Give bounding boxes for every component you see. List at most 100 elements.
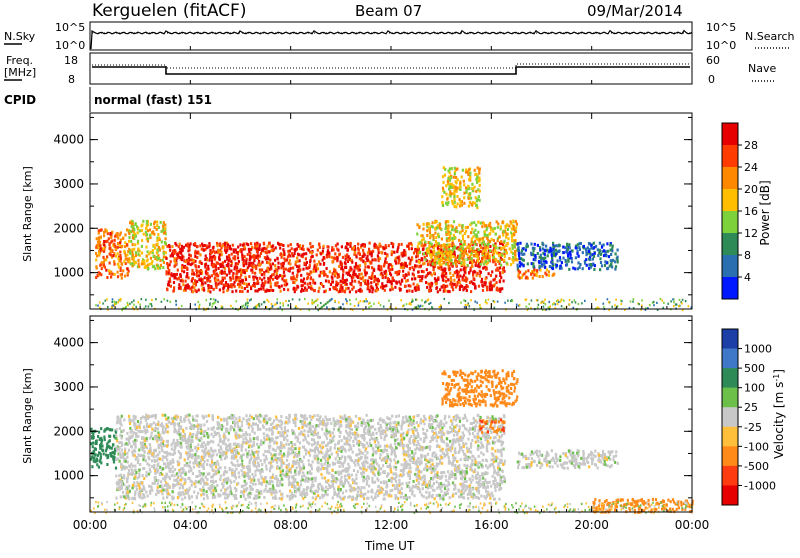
- heatmap-cell: [103, 240, 105, 243]
- heatmap-cell: [395, 280, 397, 283]
- heatmap-cell: [516, 243, 518, 246]
- heatmap-cell: [303, 248, 305, 251]
- heatmap-cell: [173, 281, 175, 284]
- heatmap-cell: [444, 487, 446, 490]
- heatmap-cell: [185, 280, 187, 283]
- heatmap-cell: [402, 305, 404, 307]
- heatmap-cell: [388, 269, 390, 272]
- heatmap-cell: [361, 486, 363, 489]
- heatmap-cell: [533, 268, 535, 271]
- heatmap-cell: [132, 465, 134, 468]
- heatmap-cell: [120, 269, 122, 272]
- heatmap-cell: [394, 439, 396, 442]
- heatmap-cell: [409, 285, 411, 288]
- heatmap-cell: [358, 252, 360, 255]
- heatmap-cell: [289, 468, 291, 471]
- heatmap-cell: [346, 300, 348, 302]
- heatmap-cell: [309, 264, 311, 267]
- heatmap-cell: [462, 417, 464, 420]
- heatmap-cell: [605, 254, 607, 257]
- heatmap-cell: [331, 277, 333, 280]
- heatmap-cell: [99, 264, 101, 267]
- heatmap-cell: [471, 265, 473, 268]
- heatmap-cell: [426, 249, 428, 252]
- heatmap-cell: [590, 254, 592, 257]
- heatmap-cell: [139, 229, 141, 232]
- freq-left-tick-top: 18: [64, 54, 78, 67]
- heatmap-cell: [216, 460, 218, 463]
- heatmap-cell: [162, 477, 164, 480]
- heatmap-cell: [310, 270, 312, 273]
- heatmap-cell: [235, 279, 237, 282]
- heatmap-cell: [192, 415, 194, 418]
- heatmap-cell: [370, 262, 372, 265]
- heatmap-cell: [384, 252, 386, 255]
- heatmap-cell: [495, 479, 497, 482]
- heatmap-cell: [311, 288, 313, 291]
- heatmap-cell: [413, 274, 415, 277]
- heatmap-cell: [569, 303, 571, 305]
- heatmap-cell: [601, 264, 603, 267]
- heatmap-cell: [130, 240, 132, 243]
- heatmap-cell: [603, 254, 605, 257]
- heatmap-cell: [197, 456, 199, 459]
- heatmap-cell: [349, 282, 351, 285]
- heatmap-cell: [280, 470, 282, 473]
- heatmap-cell: [362, 249, 364, 252]
- heatmap-cell: [446, 233, 448, 236]
- heatmap-cell: [428, 245, 430, 248]
- heatmap-cell: [463, 267, 465, 270]
- heatmap-cell: [328, 255, 330, 258]
- heatmap-cell: [563, 300, 565, 302]
- noise-panel: N.Sky 10^5 10^0 10^5 10^0 N.Search: [4, 21, 795, 52]
- heatmap-cell: [94, 453, 96, 456]
- heatmap-cell: [339, 290, 341, 293]
- heatmap-cell: [220, 475, 222, 478]
- heatmap-cell: [558, 244, 560, 247]
- heatmap-cell: [256, 250, 258, 253]
- heatmap-cell: [211, 305, 213, 307]
- heatmap-cell: [259, 277, 261, 280]
- heatmap-cell: [219, 253, 221, 256]
- heatmap-cell: [398, 482, 400, 485]
- heatmap-cell: [390, 273, 392, 276]
- noise-left-tick-bottom: 10^0: [55, 39, 85, 52]
- heatmap-cell: [209, 286, 211, 289]
- heatmap-cell: [463, 202, 465, 205]
- heatmap-cell: [317, 461, 319, 464]
- heatmap-cell: [198, 289, 200, 292]
- heatmap-cell: [442, 254, 444, 257]
- heatmap-cell: [106, 463, 108, 466]
- heatmap-cell: [458, 258, 460, 261]
- heatmap-cell: [441, 426, 443, 429]
- heatmap-cell: [283, 253, 285, 256]
- heatmap-cell: [537, 306, 539, 308]
- heatmap-cell: [194, 289, 196, 292]
- heatmap-cell: [391, 253, 393, 256]
- heatmap-cell: [459, 248, 461, 251]
- heatmap-cell: [137, 259, 139, 262]
- heatmap-cell: [258, 303, 260, 305]
- heatmap-cell: [395, 271, 397, 274]
- heatmap-cell: [545, 303, 547, 305]
- heatmap-cell: [359, 288, 361, 291]
- heatmap-cell: [483, 453, 485, 456]
- heatmap-cell: [354, 280, 356, 283]
- heatmap-cell: [110, 236, 112, 239]
- heatmap-cell: [191, 269, 193, 272]
- heatmap-cell: [112, 298, 114, 300]
- heatmap-cell: [300, 279, 302, 282]
- heatmap-cell: [121, 277, 123, 280]
- heatmap-cell: [295, 261, 297, 264]
- heatmap-cell: [266, 299, 268, 301]
- heatmap-cell: [465, 287, 467, 290]
- heatmap-cell: [464, 232, 466, 235]
- heatmap-cell: [506, 224, 508, 227]
- heatmap-cell: [447, 177, 449, 180]
- heatmap-cell: [237, 256, 239, 259]
- heatmap-cell: [471, 187, 473, 190]
- heatmap-cell: [109, 262, 111, 265]
- heatmap-cell: [163, 252, 165, 255]
- heatmap-cell: [607, 298, 609, 300]
- heatmap-cell: [110, 241, 112, 244]
